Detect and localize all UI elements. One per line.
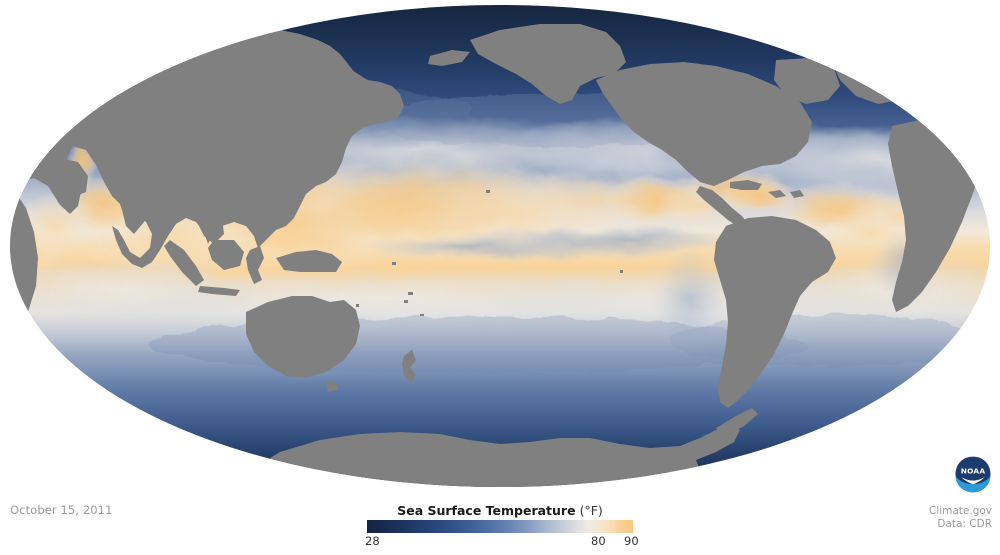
land-japan: [314, 132, 338, 168]
land-indochina: [192, 196, 224, 244]
land-central-america: [696, 186, 748, 228]
date-label: October 15, 2011: [10, 503, 113, 517]
credit-block: Climate.gov Data: CDR: [929, 505, 992, 530]
land-arabia: [54, 158, 88, 198]
land-africa-east: [10, 180, 38, 348]
land-java: [198, 286, 240, 296]
land-south-america: [714, 216, 836, 408]
noaa-logo: NOAA: [951, 453, 995, 497]
land-tasmania: [326, 380, 338, 392]
land-canada-east: [774, 58, 840, 104]
land-sulawesi: [246, 246, 264, 284]
land-sumatra: [164, 240, 204, 286]
colorbar-title: Sea Surface Temperature (°F): [365, 503, 635, 518]
credit-climate-gov: Climate.gov: [928, 505, 992, 517]
sst-map-container: [10, 5, 990, 487]
land-alaska: [470, 24, 626, 104]
land-australia: [246, 296, 360, 378]
land-philippines: [242, 192, 258, 232]
land-india: [112, 170, 150, 234]
sst-map: [10, 5, 990, 487]
land-antarctica: [250, 424, 740, 487]
colorbar-gradient: [367, 520, 633, 533]
colorbar-tick-mid: 80: [591, 534, 606, 548]
equatorial-cold-tongue: [360, 225, 750, 261]
colorbar-title-unit: (°F): [579, 503, 603, 518]
colorbar-tick-max: 90: [624, 534, 639, 548]
colorbar-title-main: Sea Surface Temperature: [397, 503, 576, 518]
credit-data-source: Data: CDR: [937, 517, 992, 530]
colorbar-block: Sea Surface Temperature (°F) 28 80 90: [365, 503, 639, 551]
land-new-zealand: [402, 350, 416, 384]
land-aleutians: [428, 50, 470, 66]
land-antarctic-peninsula: [716, 408, 758, 436]
colorbar-tick-min: 28: [365, 534, 380, 548]
land-africa-west: [888, 120, 982, 312]
land-north-america: [596, 62, 812, 186]
land-new-guinea: [276, 250, 342, 272]
land-borneo: [208, 240, 244, 270]
noaa-logo-text: NOAA: [961, 467, 986, 476]
land-kamchatka: [348, 70, 372, 112]
globe-body: [10, 5, 990, 487]
land-caribbean-islands: [730, 180, 804, 198]
land-korea: [290, 150, 304, 176]
